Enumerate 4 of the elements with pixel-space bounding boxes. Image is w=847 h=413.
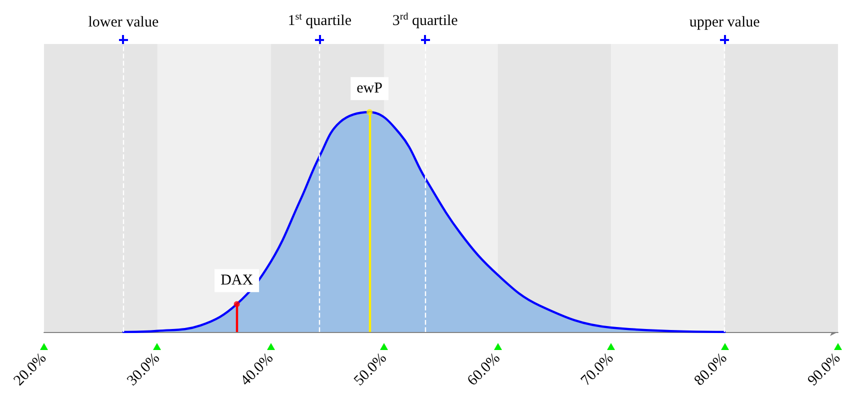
annotation: ewP [356, 80, 382, 97]
ref-line-label: lower value [88, 14, 159, 30]
annotation: DAX [220, 272, 254, 289]
ref-line-label: upper value [689, 14, 760, 30]
